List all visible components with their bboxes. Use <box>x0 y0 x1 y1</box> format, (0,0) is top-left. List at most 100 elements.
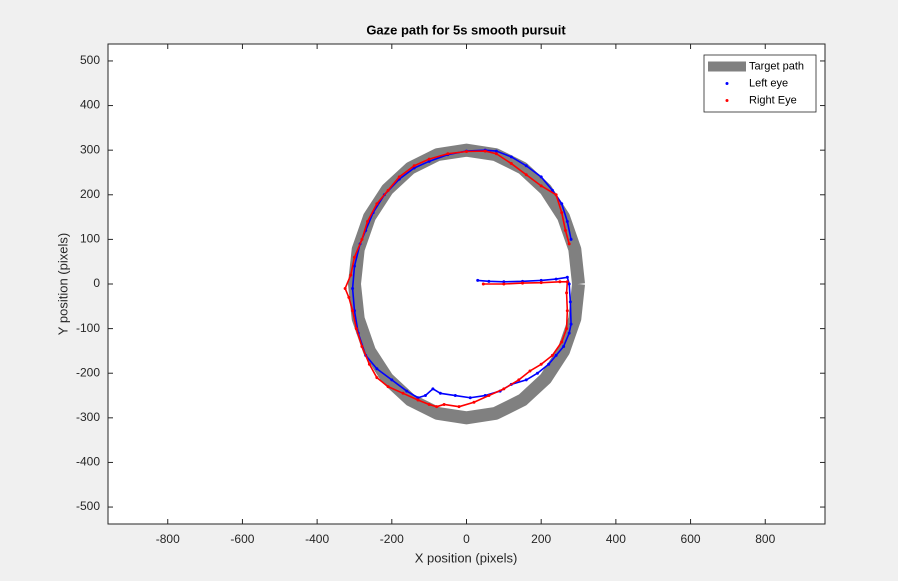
y-tick-label: -400 <box>76 455 100 469</box>
gaze-point <box>343 286 347 290</box>
x-tick-label: 800 <box>755 532 775 546</box>
plot-area <box>108 44 825 524</box>
y-tick-label: 0 <box>93 276 100 290</box>
gaze-point <box>528 369 532 373</box>
gaze-point <box>565 291 569 295</box>
y-tick-label: 200 <box>80 187 100 201</box>
gaze-point <box>524 164 528 168</box>
gaze-point <box>539 281 543 285</box>
target-path <box>347 143 585 425</box>
legend-label: Left eye <box>749 77 788 89</box>
gaze-point <box>565 327 569 331</box>
y-tick-label: -100 <box>76 321 100 335</box>
gaze-point <box>569 237 573 241</box>
gaze-point <box>539 278 543 282</box>
x-axis-label: X position (pixels) <box>415 550 518 565</box>
gaze-point <box>568 300 572 304</box>
gaze-point <box>562 344 566 348</box>
legend-swatch <box>725 82 729 85</box>
y-tick-label: 500 <box>80 53 100 67</box>
y-tick-label: -300 <box>76 410 100 424</box>
gaze-point <box>360 237 364 241</box>
gaze-point <box>352 255 356 259</box>
gaze-point <box>560 211 564 215</box>
gaze-point <box>502 282 506 286</box>
gaze-point <box>427 402 431 406</box>
gaze-point <box>487 279 491 283</box>
gaze-point <box>349 273 353 277</box>
gaze-point <box>524 173 528 177</box>
gaze-point <box>547 362 551 366</box>
gaze-point <box>351 286 355 290</box>
gaze-point <box>367 362 371 366</box>
gaze-point <box>567 242 571 246</box>
gaze-point <box>352 264 356 268</box>
gaze-point <box>560 202 564 206</box>
gaze-point <box>427 159 431 163</box>
gaze-point <box>502 387 506 391</box>
gaze-point <box>539 175 543 179</box>
gaze-point <box>494 149 498 153</box>
gaze-point <box>375 202 379 206</box>
chart-title: Gaze path for 5s smooth pursuit <box>366 22 566 37</box>
gaze-point <box>554 353 558 357</box>
gaze-point <box>438 391 442 395</box>
gaze-point <box>412 164 416 168</box>
gaze-point <box>565 220 569 224</box>
gaze-point <box>416 398 420 402</box>
gaze-point <box>509 162 513 166</box>
gaze-point <box>550 188 554 192</box>
y-tick-label: -500 <box>76 499 100 513</box>
x-tick-label: 600 <box>681 532 701 546</box>
gaze-point <box>483 149 487 153</box>
gaze-point <box>567 282 571 286</box>
gaze-point <box>565 309 569 313</box>
gaze-point <box>550 353 554 357</box>
legend-label: Target path <box>749 60 804 72</box>
x-tick-label: -600 <box>230 532 254 546</box>
gaze-point <box>560 340 564 344</box>
gaze-point <box>435 405 439 409</box>
legend-label: Right Eye <box>749 94 797 106</box>
gaze-point <box>457 405 461 409</box>
gaze-point <box>567 331 571 335</box>
legend-swatch <box>725 99 729 102</box>
gaze-point <box>453 394 457 398</box>
gaze-point <box>401 391 405 395</box>
gaze-point <box>386 385 390 389</box>
gaze-point <box>468 396 472 400</box>
y-tick-label: 300 <box>80 142 100 156</box>
x-tick-label: 0 <box>463 532 470 546</box>
gaze-point <box>554 277 558 281</box>
x-tick-label: -400 <box>305 532 329 546</box>
plot-marks <box>343 143 585 425</box>
gaze-point <box>481 282 485 286</box>
gaze-point <box>521 281 525 285</box>
x-tick-label: 400 <box>606 532 626 546</box>
gaze-point <box>509 155 513 159</box>
x-tick-label: -800 <box>156 532 180 546</box>
x-tick-label: 200 <box>531 532 551 546</box>
gaze-point <box>416 396 420 400</box>
gaze-point <box>539 362 543 366</box>
gaze-point <box>565 280 569 284</box>
gaze-point <box>354 327 358 331</box>
gaze-point <box>558 280 562 284</box>
gaze-point <box>375 367 379 371</box>
gaze-point <box>446 152 450 156</box>
gaze-point <box>427 157 431 161</box>
y-tick-label: 100 <box>80 232 100 246</box>
gaze-point <box>487 394 491 398</box>
gaze-point <box>465 150 468 154</box>
y-axis-label: Y position (pixels) <box>55 233 70 335</box>
x-tick-label: -200 <box>380 532 404 546</box>
gaze-point <box>390 378 394 382</box>
gaze-point <box>347 295 351 299</box>
gaze-point <box>375 376 379 380</box>
y-tick-label: -200 <box>76 365 100 379</box>
gaze-point <box>405 389 409 393</box>
gaze-point <box>517 378 521 382</box>
gaze-point <box>539 184 543 188</box>
gaze-point <box>386 188 390 192</box>
